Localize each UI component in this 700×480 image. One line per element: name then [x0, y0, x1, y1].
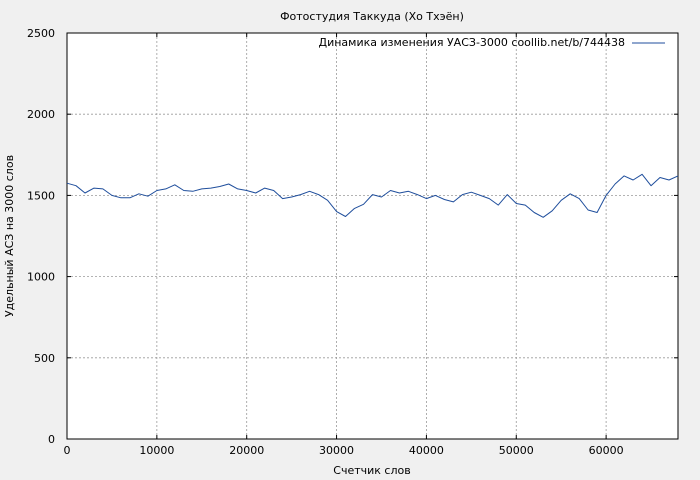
y-tick-label: 2000: [27, 108, 55, 121]
legend-entry-label: Динамика изменения УАСЗ-3000 coollib.net…: [319, 36, 626, 49]
y-tick-label: 2500: [27, 27, 55, 40]
legend: Динамика изменения УАСЗ-3000 coollib.net…: [319, 36, 665, 49]
plot-border: [66, 32, 679, 440]
chart-title: Фотостудия Таккуда (Хо Тхэён): [280, 10, 464, 23]
x-tick-label: 30000: [319, 444, 354, 457]
y-gridlines: [67, 113, 678, 359]
x-axis-ticks: 0 10000 20000 30000 40000 50000 60000: [64, 33, 624, 457]
plot-frame: [67, 33, 678, 439]
plot-area: 0 10000 20000 30000 40000 50000 60000 0 500 1000…: [27, 27, 679, 457]
y-tick-label: 1500: [27, 189, 55, 202]
series-layer: [66, 173, 679, 218]
x-tick-label: 10000: [139, 444, 174, 457]
x-tick-label: 20000: [229, 444, 264, 457]
x-tick-label: 40000: [409, 444, 444, 457]
y-tick-label: 0: [48, 433, 55, 446]
y-axis-ticks: 0 500 1000 1500 2000 2500: [27, 27, 678, 446]
x-tick-label: 50000: [499, 444, 534, 457]
x-tick-label: 0: [64, 444, 71, 457]
y-axis-label: Удельный АСЗ на 3000 слов: [3, 155, 16, 317]
y-tick-label: 500: [34, 352, 55, 365]
x-tick-label: 60000: [589, 444, 624, 457]
series-line-0: [66, 173, 679, 218]
x-axis-label: Счетчик слов: [333, 464, 410, 477]
y-tick-label: 1000: [27, 271, 55, 284]
